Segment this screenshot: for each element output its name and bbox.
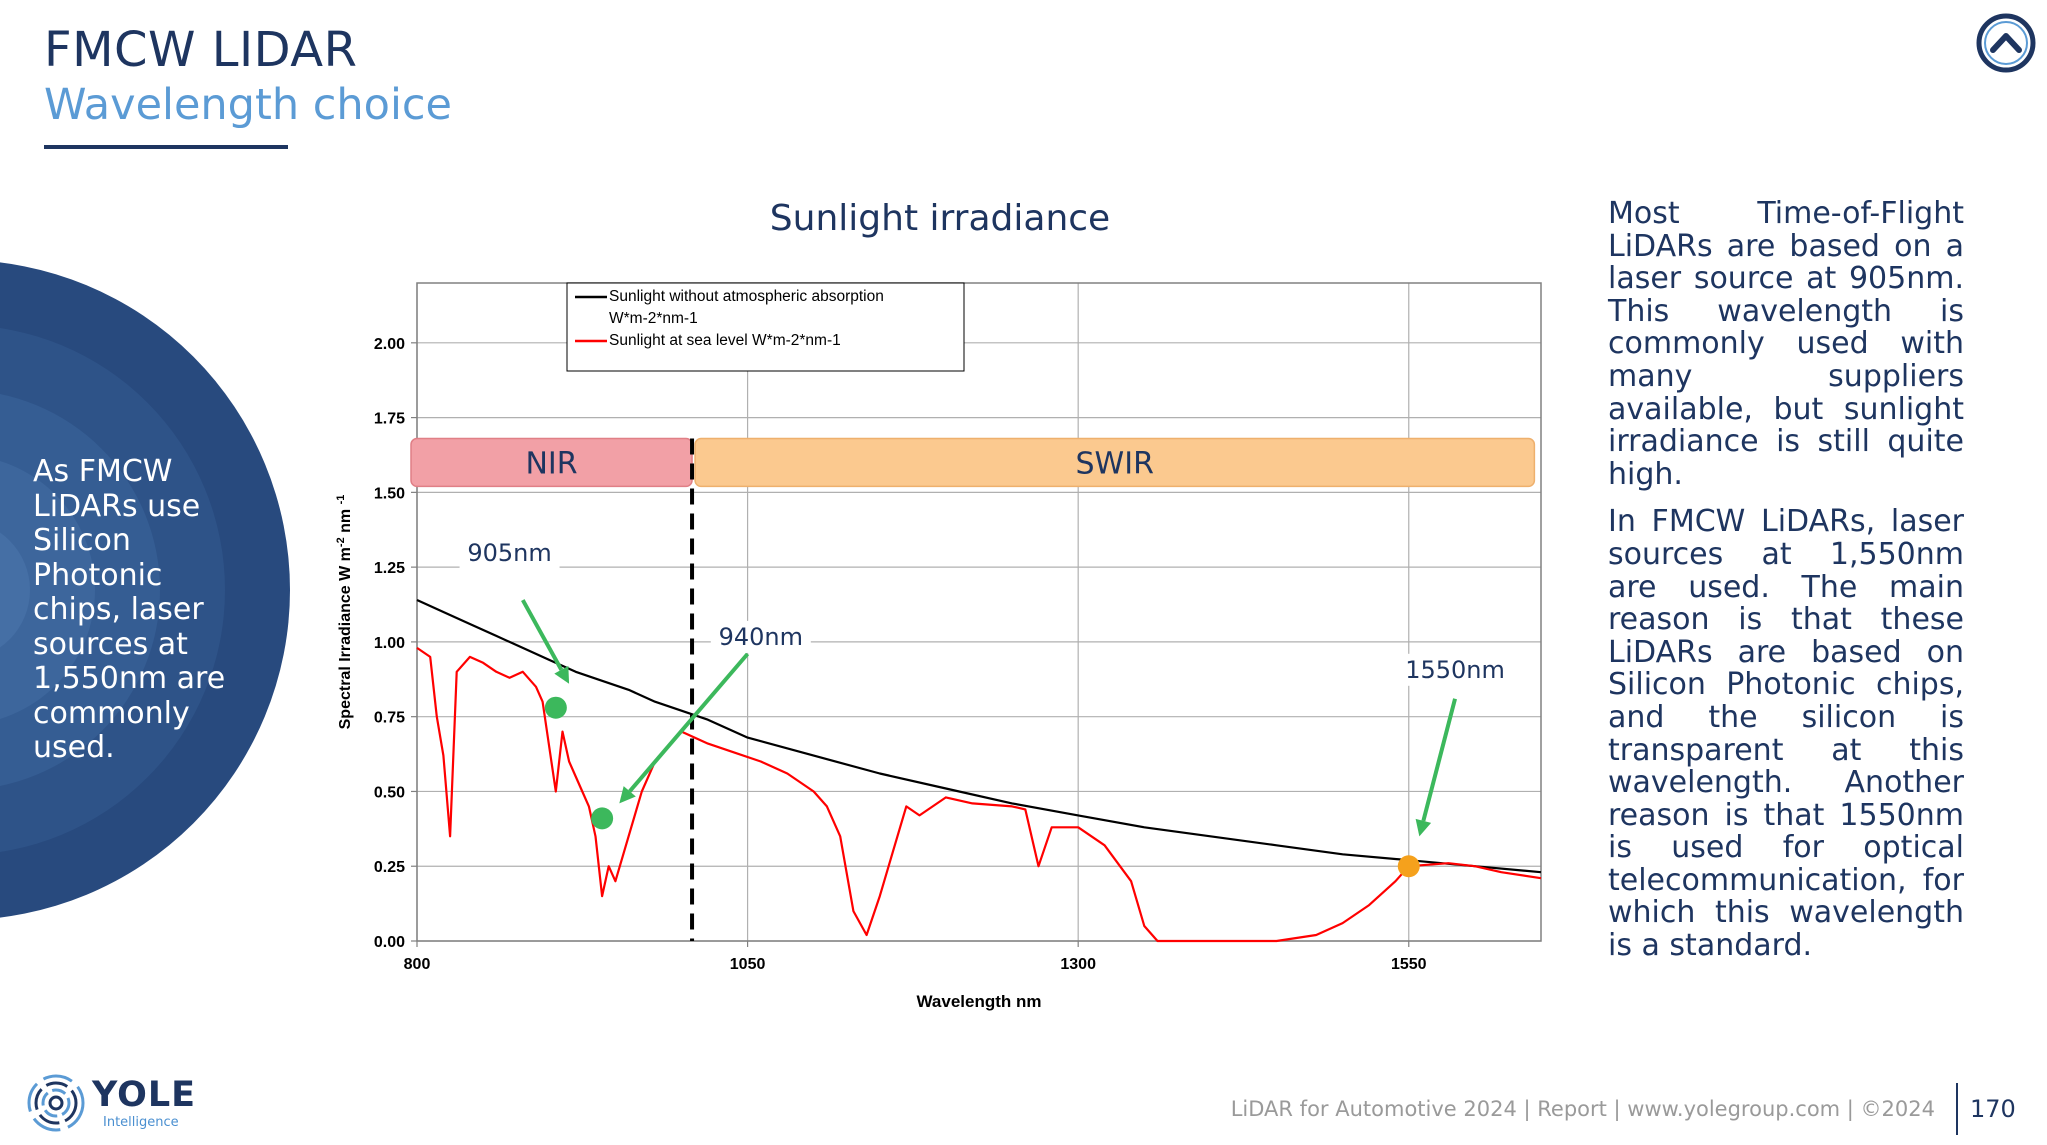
band-swir [694, 437, 1536, 488]
plot-area-border [416, 282, 1542, 942]
legend-label-cont: W*m-2*nm-1 [609, 310, 698, 327]
annotation-marker-1550nm [1397, 855, 1420, 878]
legend-label: Sunlight at sea level W*m-2*nm-1 [609, 332, 841, 349]
chevron-up-logo-icon [1976, 13, 2036, 73]
annotation-arrow-940nm [628, 652, 750, 793]
annotation-arrowhead-940nm [619, 786, 636, 804]
annotation-label-1550nm: 1550nm [1405, 656, 1505, 684]
y-tick-label: 0.25 [374, 859, 405, 876]
side-decoration [0, 262, 290, 918]
explanation-paragraph-2: In FMCW LiDARs, laser sources at 1,550nm… [1608, 504, 1964, 964]
annotation-arrowhead-1550nm [1415, 818, 1432, 837]
annotation-arrowhead-905nm [554, 665, 570, 684]
yole-brand-sub: Intelligence [103, 1115, 179, 1130]
annotation-label-940nm: 940nm [719, 623, 803, 651]
band-label-swir: SWIR [1076, 446, 1154, 481]
annotation-label-bg [459, 537, 560, 570]
x-axis-label: Wavelength nm [917, 992, 1042, 1011]
axis-ticks: 0.00 0.25 0.50 0.75 1.00 1.25 1.50 1.75 2.00 800 1… [374, 336, 1427, 973]
footer-divider [1956, 1083, 1958, 1135]
annotation-arrow-905nm [521, 599, 564, 671]
band-label-nir: NIR [525, 446, 577, 481]
legend-label: Sunlight without atmospheric absorption [609, 288, 884, 305]
band-nir [410, 437, 693, 488]
yole-brand: YOLE [92, 1075, 197, 1115]
annotation-marker-940nm [591, 807, 614, 830]
chart-title: Sunlight irradiance [769, 198, 1111, 239]
series-line-sea-level [416, 646, 1542, 943]
chart-annotations: 905nm 940nm 1550nm [459, 537, 1506, 878]
y-tick-label: 2.00 [374, 336, 405, 353]
title-underline [44, 145, 288, 149]
x-tick-label: 1300 [1060, 956, 1096, 973]
y-tick-label: 1.50 [374, 485, 405, 502]
page-subtitle: Wavelength choice [44, 80, 452, 130]
y-tick-label: 1.00 [374, 635, 405, 652]
annotation-label-bg [1405, 653, 1506, 686]
yole-logo-icon [27, 1074, 85, 1132]
annotation-label-bg [710, 620, 811, 653]
y-tick-label: 1.25 [374, 560, 405, 577]
irradiance-chart: NIR SWIR 905nm 940nm 1550nm 0.00 0.25 0.50 0.7… [335, 282, 1542, 1011]
page-title: FMCW LIDAR [44, 22, 358, 78]
legend-box [566, 282, 965, 372]
explanation-paragraph-1: Most Time-of-Flight LiDARs are based on … [1608, 196, 1964, 492]
y-tick-label: 1.75 [374, 411, 405, 428]
series-line-extraterrestrial [416, 598, 1542, 874]
chart-series [416, 598, 1542, 943]
chart-legend: Sunlight without atmospheric absorption W… [566, 282, 965, 372]
x-tick-label: 800 [404, 956, 431, 973]
annotation-marker-905nm [544, 696, 567, 719]
annotation-label-905nm: 905nm [467, 539, 551, 567]
y-axis-label: Spectral Irradiance W m-2 nm -1 [335, 495, 354, 730]
y-tick-label: 0.75 [374, 710, 405, 727]
y-tick-label: 0.50 [374, 784, 405, 801]
footer-info: LiDAR for Automotive 2024 | Report | www… [1230, 1097, 1935, 1121]
side-panel-text: As FMCW LiDARs use Silicon Photonic chip… [33, 454, 226, 765]
explanation-text: Most Time-of-Flight LiDARs are based on … [1608, 196, 1964, 978]
annotation-arrow-1550nm [1421, 698, 1457, 822]
page-number: 170 [1970, 1095, 2016, 1123]
x-tick-label: 1050 [730, 956, 766, 973]
y-tick-label: 0.00 [374, 934, 405, 951]
chart-grid [416, 283, 1541, 942]
x-tick-label: 1550 [1391, 956, 1427, 973]
wavelength-bands: NIR SWIR [410, 437, 1536, 941]
